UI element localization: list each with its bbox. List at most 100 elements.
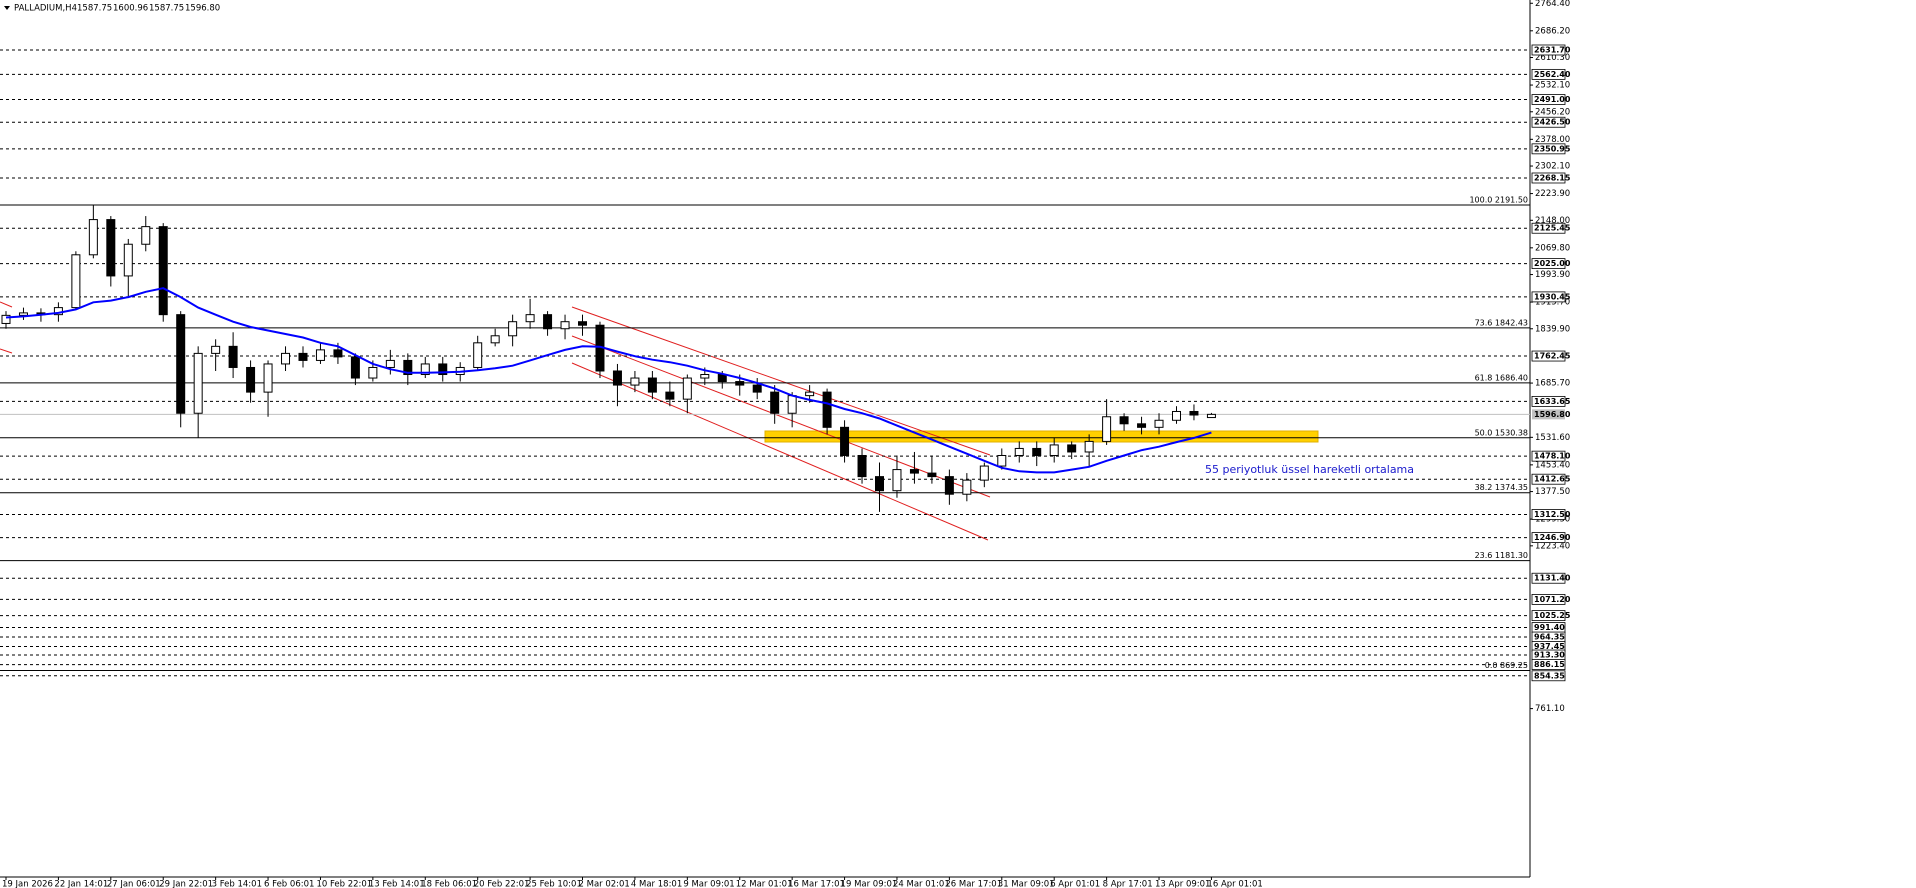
candle-body [228,345,238,368]
y-tick-label: 2223.90 [1535,189,1570,199]
candle-body [752,384,762,393]
candle-body [525,314,535,323]
level-label-box [1531,572,1566,584]
candle-body [123,243,133,277]
candle-body [822,391,832,428]
x-tick-label: 16 Apr 01:01 [1207,880,1262,888]
y-tick-label: 1531.60 [1535,433,1570,443]
candle-body [88,219,98,256]
level-label-box [1531,610,1566,622]
candle-body [193,352,203,414]
level-label: 2125.45 [1534,224,1571,233]
candle-body [735,381,745,386]
x-tick-label: 16 Mar 17:01 [788,880,845,888]
candle-body [962,479,972,495]
candle-body [333,349,343,358]
candle-body [875,476,884,492]
y-tick-label: 2148.00 [1535,216,1570,226]
candle-body [368,366,378,379]
quote-close: 1596.80 [185,4,220,14]
level-label: 1025.25 [1534,611,1571,620]
candle-body [211,345,221,354]
level-label: 2631.70 [1534,45,1571,54]
x-tick-label: 29 Jan 22:01 [159,880,213,888]
y-tick-label: 1839.90 [1535,324,1570,334]
level-label: 1412.65 [1534,475,1571,484]
candle-body [315,349,325,361]
level-label-box [1531,222,1566,234]
level-label-box [1531,350,1566,362]
candle-body [1049,444,1059,456]
level-label-box [1531,68,1566,80]
level-label-box [1531,94,1566,105]
x-tick-label: 13 Apr 09:01 [1155,880,1210,888]
channel-middle [571,335,991,498]
candle-body [700,374,710,379]
x-tick-label: 24 Mar 01:01 [893,880,950,888]
y-tick-label: 2069.80 [1535,243,1570,253]
candle-body [1067,444,1077,453]
candle-body [1102,416,1112,442]
current-price-box [1532,409,1565,420]
channel-left-upper [0,301,13,308]
level-label-box [1531,450,1566,462]
level-label: 886.15 [1534,660,1565,669]
candle-body [805,391,815,397]
fib-label: 73.6 1842.43 [1475,318,1528,327]
level-label: 937.45 [1534,642,1565,651]
level-label-box [1531,473,1566,485]
ema-line [5,287,1212,474]
x-tick-label: 8 Apr 17:01 [1103,880,1153,888]
quote-high: 1600.96 [113,4,148,14]
level-label-box [1531,659,1566,670]
level-label-box [1531,594,1566,605]
level-label: 2491.00 [1534,95,1571,104]
y-tick-label: 2610.30 [1535,53,1570,63]
candle-body [770,391,780,414]
candle-body [560,321,570,330]
level-label-box [1531,395,1566,407]
level-label: 2025.00 [1534,259,1571,268]
level-label: 1478.10 [1534,452,1571,461]
candle-body [420,363,430,376]
x-tick-label: 31 Mar 09:01 [998,880,1055,888]
candle-body [1014,447,1024,456]
menu-arrow[interactable] [4,6,10,10]
candle-body [246,366,256,393]
x-tick-label: 3 Feb 14:01 [212,880,262,888]
y-tick-label: 1993.90 [1535,270,1570,280]
candle-body [857,454,867,478]
level-label-box [1531,291,1566,303]
candle-body [403,359,413,376]
level-label: 854.35 [1534,671,1565,680]
candle-body [473,342,483,368]
quote-open: 1587.75 [77,4,112,14]
x-tick-label: 4 Mar 18:01 [631,880,682,888]
level-label: 1246.90 [1534,533,1571,542]
level-label-box [1531,116,1566,128]
annotation: 55 periyotluk üssel hareketli ortalama [1205,463,1414,476]
candle-body [141,226,151,245]
quote-low: 1587.75 [149,4,184,14]
level-label: 991.40 [1534,623,1565,632]
candle-body [281,352,291,365]
x-tick-label: 18 Feb 06:01 [421,880,477,888]
candle-body [18,312,28,316]
y-tick-label: 1685.70 [1535,379,1570,389]
current-price-label: 1596.80 [1534,410,1571,419]
channel-left-lower [0,348,13,354]
candle-body [1119,416,1129,425]
level-label-box [1531,509,1566,520]
channel-upper [571,306,991,456]
candle-body [979,465,989,481]
x-tick-label: 19 Jan 2026 [2,880,53,888]
candle-body [717,374,727,383]
candle-body [298,352,308,361]
candle-body [1206,413,1216,419]
support-zone [764,430,1319,443]
y-tick-label: 1223.40 [1535,541,1570,551]
level-label: 1071.20 [1534,595,1571,604]
fib-label: 61.8 1686.40 [1475,373,1528,382]
x-tick-label: 26 Mar 17:01 [945,880,1002,888]
